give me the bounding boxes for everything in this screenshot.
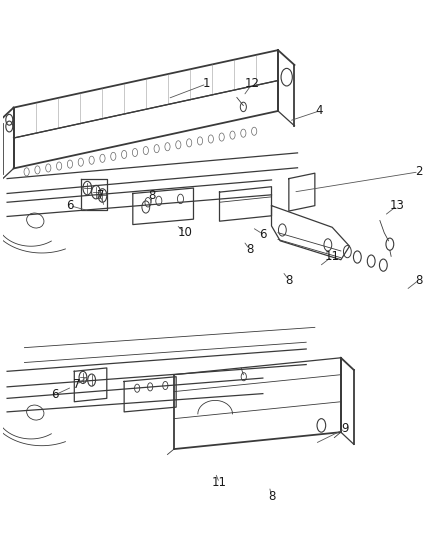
Text: 8: 8 xyxy=(267,490,275,503)
Text: 11: 11 xyxy=(324,250,339,263)
Text: 6: 6 xyxy=(258,228,266,240)
Text: 6: 6 xyxy=(66,199,74,212)
Text: 9: 9 xyxy=(341,422,348,435)
Text: 7: 7 xyxy=(73,378,80,391)
Text: 8: 8 xyxy=(414,273,422,287)
Text: 10: 10 xyxy=(177,226,192,239)
Text: 2: 2 xyxy=(414,165,422,179)
Text: 8: 8 xyxy=(246,243,253,256)
Text: 8: 8 xyxy=(285,273,292,287)
Text: 13: 13 xyxy=(389,199,404,212)
Text: 12: 12 xyxy=(244,77,259,91)
Text: 1: 1 xyxy=(202,77,210,91)
Text: 4: 4 xyxy=(315,104,322,117)
Text: 8: 8 xyxy=(148,189,155,202)
Text: 6: 6 xyxy=(51,389,58,401)
Text: 11: 11 xyxy=(212,477,226,489)
Text: 7: 7 xyxy=(96,189,104,202)
